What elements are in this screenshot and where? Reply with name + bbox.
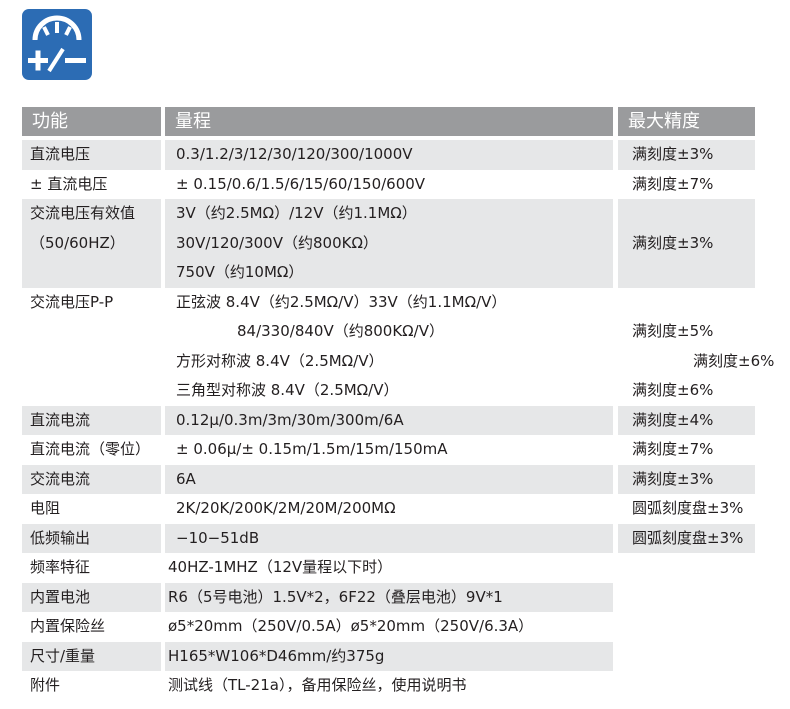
function-text: 交流电压有效值 bbox=[30, 204, 136, 222]
range-text: 2K/20K/200K/2M/20M/200MΩ bbox=[176, 499, 396, 517]
range-text: 三角型对称波 8.4V（2.5MΩ/V） bbox=[176, 381, 399, 399]
function-text: 电阻 bbox=[30, 499, 61, 517]
function-text: 直流电流（零位） bbox=[30, 440, 151, 458]
range-text: 30V/120/300V（约800KΩ） bbox=[176, 233, 378, 252]
range-text: 750V（约10MΩ） bbox=[176, 263, 304, 281]
function-text: 附件 bbox=[30, 676, 61, 694]
function-cell: 低频输出 bbox=[22, 523, 161, 553]
accuracy-text: 满刻度±6% bbox=[693, 351, 775, 370]
accuracy-text: 满刻度±3% bbox=[632, 233, 714, 252]
function-text: 直流电流 bbox=[30, 410, 91, 429]
meter-icon bbox=[22, 9, 92, 80]
range-cell: ø5*20mm（250V/0.5A）ø5*20mm（250V/6.3A） bbox=[165, 612, 613, 642]
function-cell: 尺寸/重量 bbox=[22, 641, 161, 671]
function-text: 内置保险丝 bbox=[30, 617, 106, 635]
function-cell: 频率特征 bbox=[22, 553, 161, 583]
range-text: ø5*20mm（250V/0.5A）ø5*20mm（250V/6.3A） bbox=[168, 617, 534, 635]
header-cell: 最大精度 bbox=[618, 107, 755, 136]
range-text: 84/330/840V（约800KΩ/V） bbox=[237, 322, 444, 340]
range-text: R6（5号电池）1.5V*2，6F22（叠层电池）9V*1 bbox=[168, 587, 503, 606]
accuracy-text: 满刻度±3% bbox=[632, 145, 714, 163]
accuracy-cell: 圆弧刻度盘±3% bbox=[618, 523, 755, 553]
range-cell: 2K/20K/200K/2M/20M/200MΩ bbox=[165, 494, 613, 524]
function-text: 直流电压 bbox=[30, 145, 91, 163]
function-cell: 内置电池 bbox=[22, 582, 161, 612]
accuracy-cell: 满刻度±5% 满刻度±6% 满刻度±6% bbox=[618, 288, 775, 406]
accuracy-cell: 满刻度±3% bbox=[618, 464, 755, 494]
function-text: 尺寸/重量 bbox=[30, 646, 96, 665]
range-cell: R6（5号电池）1.5V*2，6F22（叠层电池）9V*1 bbox=[165, 582, 613, 612]
range-cell: 正弦波 8.4V（约2.5MΩ/V）33V（约1.1MΩ/V） 84/330/84… bbox=[165, 288, 613, 406]
range-text: H165*W106*D46mm/约375g bbox=[168, 646, 385, 665]
accuracy-text: 满刻度±4% bbox=[632, 410, 714, 429]
accuracy-cell: 满刻度±4% bbox=[618, 405, 755, 435]
function-cell: 交流电流 bbox=[22, 464, 161, 494]
accuracy-text: 满刻度±6% bbox=[632, 381, 714, 399]
function-cell: ± 直流电压 bbox=[22, 170, 161, 200]
function-text: （50/60HZ） bbox=[30, 233, 125, 252]
range-cell: 40HZ-1MHZ（12V量程以下时） bbox=[165, 553, 613, 583]
accuracy-text: 满刻度±3% bbox=[632, 469, 714, 488]
accuracy-cell: 圆弧刻度盘±3% bbox=[618, 494, 755, 524]
range-cell: H165*W106*D46mm/约375g bbox=[165, 641, 613, 671]
range-text: 方形对称波 8.4V（2.5MΩ/V） bbox=[176, 351, 384, 370]
function-text: 频率特征 bbox=[30, 558, 91, 576]
range-text: ± 0.06μ/± 0.15m/1.5m/15m/150mA bbox=[176, 440, 448, 458]
range-text: 测试线（TL-21a），备用保险丝，使用说明书 bbox=[168, 676, 467, 694]
range-cell: 3V（约2.5MΩ）/12V（约1.1MΩ） 30V/120/300V（约800K… bbox=[165, 199, 613, 288]
header-cell: 功能 bbox=[22, 107, 161, 136]
function-text: 内置电池 bbox=[30, 587, 91, 606]
function-cell: 直流电流（零位） bbox=[22, 435, 161, 465]
function-cell: 内置保险丝 bbox=[22, 612, 161, 642]
function-cell: 直流电压 bbox=[22, 140, 161, 170]
range-cell: −10−51dB bbox=[165, 523, 613, 553]
function-text: 交流电流 bbox=[30, 469, 91, 488]
function-cell: 交流电压有效值 （50/60HZ） bbox=[22, 199, 161, 288]
accuracy-cell: 满刻度±3% bbox=[618, 140, 755, 170]
function-text: 交流电压P-P bbox=[30, 292, 114, 311]
range-cell: 0.3/1.2/3/12/30/120/300/1000V bbox=[165, 140, 613, 170]
accuracy-cell: 满刻度±3% bbox=[618, 199, 755, 288]
range-text: 40HZ-1MHZ（12V量程以下时） bbox=[168, 558, 393, 576]
range-text: 0.12μ/0.3m/3m/30m/300m/6A bbox=[176, 410, 404, 429]
accuracy-text: 满刻度±7% bbox=[632, 440, 714, 458]
range-cell: 测试线（TL-21a），备用保险丝，使用说明书 bbox=[165, 671, 613, 701]
range-text: 0.3/1.2/3/12/30/120/300/1000V bbox=[176, 145, 413, 163]
range-cell: 6A bbox=[165, 464, 613, 494]
function-cell: 附件 bbox=[22, 671, 161, 701]
range-text: 3V（约2.5MΩ）/12V（约1.1MΩ） bbox=[176, 204, 417, 222]
accuracy-text: 满刻度±7% bbox=[632, 174, 714, 193]
function-cell: 直流电流 bbox=[22, 405, 161, 435]
range-text: −10−51dB bbox=[176, 528, 260, 547]
accuracy-text: 圆弧刻度盘±3% bbox=[632, 499, 744, 517]
range-cell: ± 0.15/0.6/1.5/6/15/60/150/600V bbox=[165, 170, 613, 200]
accuracy-cell: 满刻度±7% bbox=[618, 170, 755, 200]
function-text: 低频输出 bbox=[30, 528, 91, 547]
accuracy-text: 满刻度±5% bbox=[632, 322, 714, 340]
range-cell: ± 0.06μ/± 0.15m/1.5m/15m/150mA bbox=[165, 435, 613, 465]
range-text: ± 0.15/0.6/1.5/6/15/60/150/600V bbox=[176, 174, 426, 193]
function-text: ± 直流电压 bbox=[30, 174, 108, 193]
function-cell: 交流电压P-P bbox=[22, 288, 161, 406]
accuracy-cell: 满刻度±7% bbox=[618, 435, 755, 465]
range-text: 6A bbox=[176, 469, 196, 488]
range-text: 正弦波 8.4V（约2.5MΩ/V）33V（约1.1MΩ/V） bbox=[176, 292, 507, 311]
function-cell: 电阻 bbox=[22, 494, 161, 524]
range-cell: 0.12μ/0.3m/3m/30m/300m/6A bbox=[165, 405, 613, 435]
accuracy-text: 圆弧刻度盘±3% bbox=[632, 528, 744, 547]
header-cell: 量程 bbox=[165, 107, 613, 136]
